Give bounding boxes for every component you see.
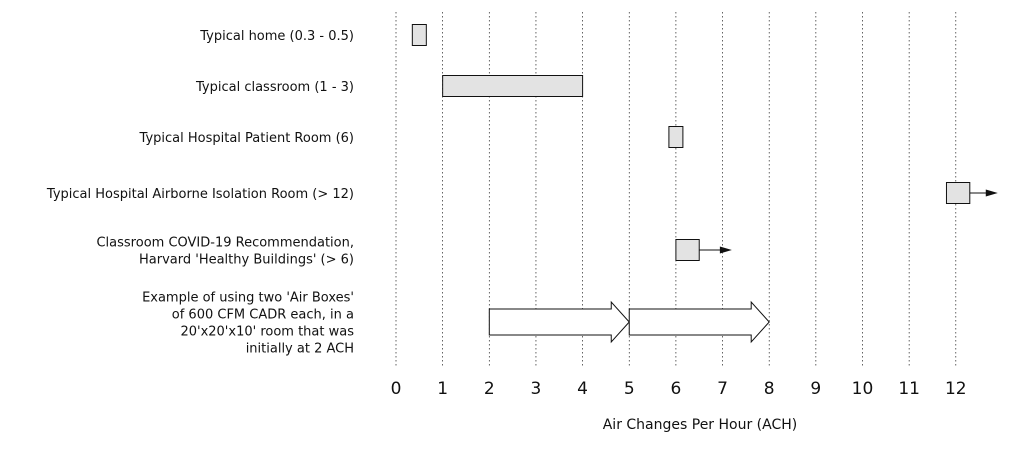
category-label: Classroom COVID-19 Recommendation, Harvar… bbox=[96, 236, 354, 268]
x-tick-label: 0 bbox=[391, 379, 402, 399]
x-tick-label: 9 bbox=[810, 379, 821, 399]
category-label: Typical home (0.3 - 0.5) bbox=[199, 29, 354, 44]
category-label-line: 20'x20'x10' room that was bbox=[180, 325, 354, 340]
category-label: Typical classroom (1 - 3) bbox=[195, 80, 354, 95]
ach-range-bar bbox=[675, 239, 700, 261]
category-label-line: Typical classroom (1 - 3) bbox=[195, 80, 354, 95]
category-label-line: Typical Hospital Airborne Isolation Room… bbox=[46, 187, 354, 202]
category-label-line: Typical home (0.3 - 0.5) bbox=[199, 29, 354, 44]
category-label-line: Typical Hospital Patient Room (6) bbox=[139, 131, 354, 146]
x-tick-label: 6 bbox=[670, 379, 681, 399]
open-range-arrowhead bbox=[985, 189, 998, 197]
category-label-line: Example of using two 'Air Boxes' bbox=[142, 291, 354, 306]
ach-range-bar bbox=[945, 182, 971, 204]
category-label-line: of 600 CFM CADR each, in a bbox=[172, 308, 354, 323]
x-tick-label: 11 bbox=[898, 379, 920, 399]
x-tick-label: 12 bbox=[945, 379, 967, 399]
category-label: Typical Hospital Airborne Isolation Room… bbox=[46, 187, 354, 202]
ach-increase-arrow bbox=[628, 300, 770, 344]
x-tick-label: 3 bbox=[531, 379, 542, 399]
x-tick-labels: 0 1 2 3 4 5 6 7 8 9 10 11 12 bbox=[391, 379, 967, 399]
ach-range-bar bbox=[411, 24, 427, 46]
x-tick-label: 5 bbox=[624, 379, 635, 399]
category-label: Example of using two 'Air Boxes' of 600 C… bbox=[142, 291, 354, 357]
category-label-line: Classroom COVID-19 Recommendation, bbox=[96, 236, 354, 251]
x-tick-label: 8 bbox=[764, 379, 775, 399]
category-label-line: Harvard 'Healthy Buildings' (> 6) bbox=[139, 253, 354, 268]
ach-range-bar bbox=[668, 126, 684, 148]
x-tick-label: 10 bbox=[852, 379, 874, 399]
category-labels: Typical home (0.3 - 0.5) Typical classroo… bbox=[46, 29, 354, 357]
x-axis-title: Air Changes Per Hour (ACH) bbox=[603, 417, 798, 433]
category-label: Typical Hospital Patient Room (6) bbox=[139, 131, 354, 146]
x-tick-label: 7 bbox=[717, 379, 728, 399]
chart-marks bbox=[411, 24, 998, 344]
category-label-line: initially at 2 ACH bbox=[246, 342, 354, 357]
x-tick-label: 2 bbox=[484, 379, 495, 399]
x-tick-label: 1 bbox=[437, 379, 448, 399]
x-tick-label: 4 bbox=[577, 379, 588, 399]
ach-range-bar bbox=[442, 75, 584, 97]
open-range-arrowhead bbox=[719, 246, 732, 254]
ach-increase-arrow bbox=[488, 300, 630, 344]
